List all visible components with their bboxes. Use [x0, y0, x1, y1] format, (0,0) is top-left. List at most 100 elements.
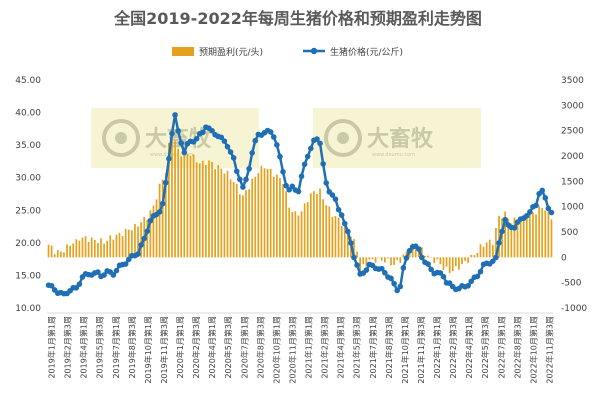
profit-bar	[282, 184, 284, 258]
price-point	[141, 235, 147, 242]
profit-bar	[112, 239, 115, 258]
price-point	[378, 265, 385, 272]
price-point	[345, 228, 351, 235]
price-point	[539, 187, 545, 194]
price-point	[267, 129, 274, 135]
profit-bar	[519, 217, 522, 258]
profit-bar	[525, 218, 528, 258]
profit-bar	[343, 224, 346, 258]
price-point	[341, 220, 348, 227]
profit-bar	[238, 194, 241, 258]
profit-bar	[201, 160, 204, 258]
profit-bar	[322, 199, 324, 258]
price-point	[440, 273, 447, 280]
y-right-tick-label: 2000	[561, 152, 584, 162]
profit-bar	[482, 246, 485, 258]
profit-bar	[535, 214, 537, 258]
profit-bar	[229, 179, 232, 258]
price-point	[496, 240, 502, 246]
profit-bar	[161, 179, 164, 258]
profit-bar	[211, 161, 213, 258]
profit-bar	[118, 232, 121, 258]
profit-bar	[522, 214, 525, 258]
x-tick-label: 2021年5月第3周	[352, 316, 362, 379]
profit-bar	[479, 244, 482, 258]
price-point	[523, 213, 530, 219]
profit-bar	[390, 257, 392, 266]
price-point	[542, 195, 549, 201]
watermark-right-site: www.dxumu.com	[372, 152, 415, 158]
profit-bar	[121, 235, 124, 258]
profit-bar	[158, 183, 161, 258]
y-right-tick-label: 1000	[561, 203, 584, 213]
profit-bar	[131, 230, 133, 258]
x-axis: 2019年1月第1周 2019年2月第3周 2019年4月第1周 2019年5月第3周…	[47, 312, 555, 384]
price-point	[548, 209, 555, 216]
profit-bar	[291, 211, 294, 258]
price-point	[200, 129, 206, 136]
price-point	[252, 137, 259, 144]
price-point	[317, 140, 323, 147]
profit-bar	[263, 168, 266, 258]
price-point	[227, 149, 234, 155]
profit-bar	[300, 211, 303, 258]
x-tick-label: 2022年1月第1周	[432, 316, 442, 379]
profit-bar	[359, 257, 362, 274]
price-point	[162, 179, 169, 186]
profit-bar	[245, 190, 247, 258]
price-point	[147, 217, 154, 224]
profit-bar	[319, 188, 321, 258]
price-point	[95, 269, 101, 275]
profit-bar	[214, 169, 216, 258]
price-point	[394, 287, 400, 294]
y-right-tick-label: -1000	[561, 304, 587, 314]
price-point	[280, 169, 286, 175]
x-tick-label: 2019年1月第1周	[47, 316, 57, 379]
profit-bar	[251, 178, 254, 258]
price-point	[125, 256, 132, 263]
x-tick-label: 2020年11月第3周	[287, 316, 297, 384]
profit-bar	[124, 228, 127, 258]
price-point	[415, 246, 422, 252]
x-tick-label: 2020年2月第3周	[191, 316, 201, 379]
profit-bar	[134, 223, 136, 258]
profit-bar	[544, 210, 547, 258]
profit-bar	[47, 244, 50, 258]
price-point	[159, 200, 166, 207]
profit-bar	[365, 257, 368, 267]
legend: 预期盈利(元/头) 生猪价格(元/公斤)	[172, 46, 403, 58]
profit-bar	[439, 257, 442, 265]
profit-bar	[87, 241, 90, 258]
profit-bar	[421, 247, 423, 258]
profit-bar	[458, 257, 460, 270]
price-point	[335, 206, 342, 213]
y-right-tick-label: 3500	[561, 76, 584, 86]
profit-bar	[272, 176, 275, 258]
price-point	[363, 267, 370, 273]
profit-bar	[100, 238, 102, 258]
profit-bar	[257, 173, 260, 258]
profit-bar	[448, 257, 451, 274]
profit-bar	[103, 243, 105, 258]
profit-bar	[374, 257, 377, 263]
price-point	[295, 188, 302, 195]
x-tick-label: 2021年10月第1周	[400, 316, 410, 384]
price-point	[298, 173, 305, 180]
price-point	[419, 254, 425, 261]
profit-bar	[164, 172, 167, 258]
x-tick-label: 2022年7月第1周	[496, 316, 506, 379]
price-point	[320, 161, 326, 167]
profit-bar	[90, 237, 93, 258]
price-point	[477, 268, 484, 275]
profit-bar	[461, 257, 463, 264]
x-tick-label: 2021年4月第1周	[336, 316, 346, 379]
y-left-tick-label: 20.00	[15, 239, 41, 249]
x-tick-label: 2022年2月第3周	[448, 316, 458, 379]
y-right-tick-label: 2500	[561, 127, 584, 137]
y-axis-left: 10.00 15.00 20.00 25.00 30.00 35.00 40.00 45.00	[15, 76, 41, 314]
price-point	[511, 225, 518, 231]
profit-bar	[516, 221, 519, 258]
price-point	[493, 254, 499, 261]
profit-bar	[368, 257, 371, 260]
